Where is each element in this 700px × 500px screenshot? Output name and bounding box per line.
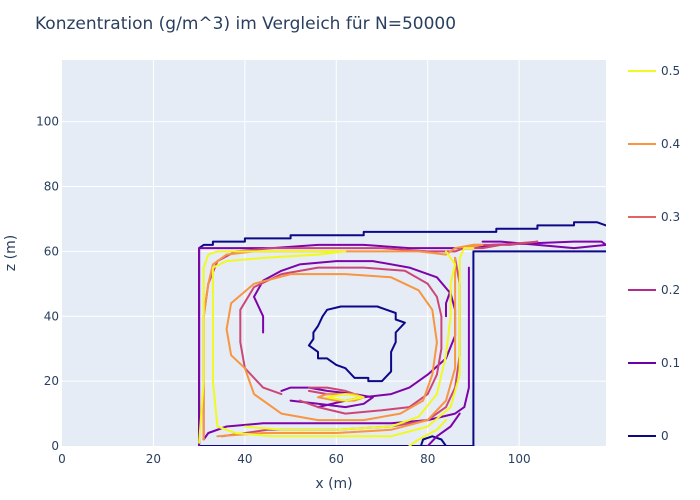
legend-label: 0.2 xyxy=(661,283,680,297)
legend-item-0[interactable]: 0 xyxy=(628,429,669,443)
x-tick-label: 40 xyxy=(237,452,252,466)
contour-lines xyxy=(198,221,606,446)
legend-item-0-1[interactable]: 0.1 xyxy=(628,356,680,370)
legend-label: 0.5 xyxy=(661,64,680,78)
legend-item-0-2[interactable]: 0.2 xyxy=(628,283,680,297)
contour-line-0 xyxy=(472,250,606,446)
x-tick-label: 0 xyxy=(58,452,66,466)
y-tick-label: 20 xyxy=(44,374,59,388)
legend-label: 0.4 xyxy=(661,137,680,151)
contour-line-0-5 xyxy=(198,247,475,444)
contour-line-0-3 xyxy=(225,273,438,422)
contour-line-0-5 xyxy=(243,250,457,431)
y-tick-label: 100 xyxy=(36,115,59,129)
contour-line-0-1 xyxy=(198,240,606,446)
x-tick-label: 60 xyxy=(329,452,344,466)
legend-label: 0.1 xyxy=(661,356,680,370)
contour-line-0-2 xyxy=(202,240,539,441)
x-axis-ticks: 0 20 40 60 80 100 xyxy=(58,452,530,466)
contour-line-0-2 xyxy=(307,386,356,396)
y-tick-label: 40 xyxy=(44,309,59,323)
legend-item-0-3[interactable]: 0.3 xyxy=(628,210,680,224)
contour-line-0-1 xyxy=(426,412,461,446)
y-axis-title: z (m) xyxy=(3,235,19,271)
y-tick-label: 0 xyxy=(51,439,59,453)
x-axis-title: x (m) xyxy=(315,476,352,492)
contour-line-0 xyxy=(419,435,447,446)
x-tick-label: 100 xyxy=(508,452,531,466)
contour-line-0 xyxy=(307,305,406,383)
contour-line-0-5 xyxy=(408,419,447,446)
x-tick-label: 20 xyxy=(146,452,161,466)
legend[interactable]: 0.5 0.4 0.3 0.2 0.1 0 xyxy=(628,64,680,443)
contour-line-0-2 xyxy=(239,266,443,415)
y-tick-label: 80 xyxy=(44,180,59,194)
legend-label: 0.3 xyxy=(661,210,680,224)
contour-line-0-1 xyxy=(253,260,457,409)
y-axis-ticks: 0 20 40 60 80 100 xyxy=(36,115,59,453)
legend-item-0-5[interactable]: 0.5 xyxy=(628,64,680,78)
contour-line-0-1 xyxy=(280,386,374,409)
chart-title: Konzentration (g/m^3) im Vergleich für N… xyxy=(35,14,456,34)
legend-label: 0 xyxy=(661,429,669,443)
y-tick-label: 60 xyxy=(44,244,59,258)
contour-line-0-5 xyxy=(326,393,365,402)
legend-item-0-4[interactable]: 0.4 xyxy=(628,137,680,151)
contour-line-0-3 xyxy=(216,256,457,438)
x-tick-label: 80 xyxy=(420,452,435,466)
contour-line-0 xyxy=(198,221,606,446)
